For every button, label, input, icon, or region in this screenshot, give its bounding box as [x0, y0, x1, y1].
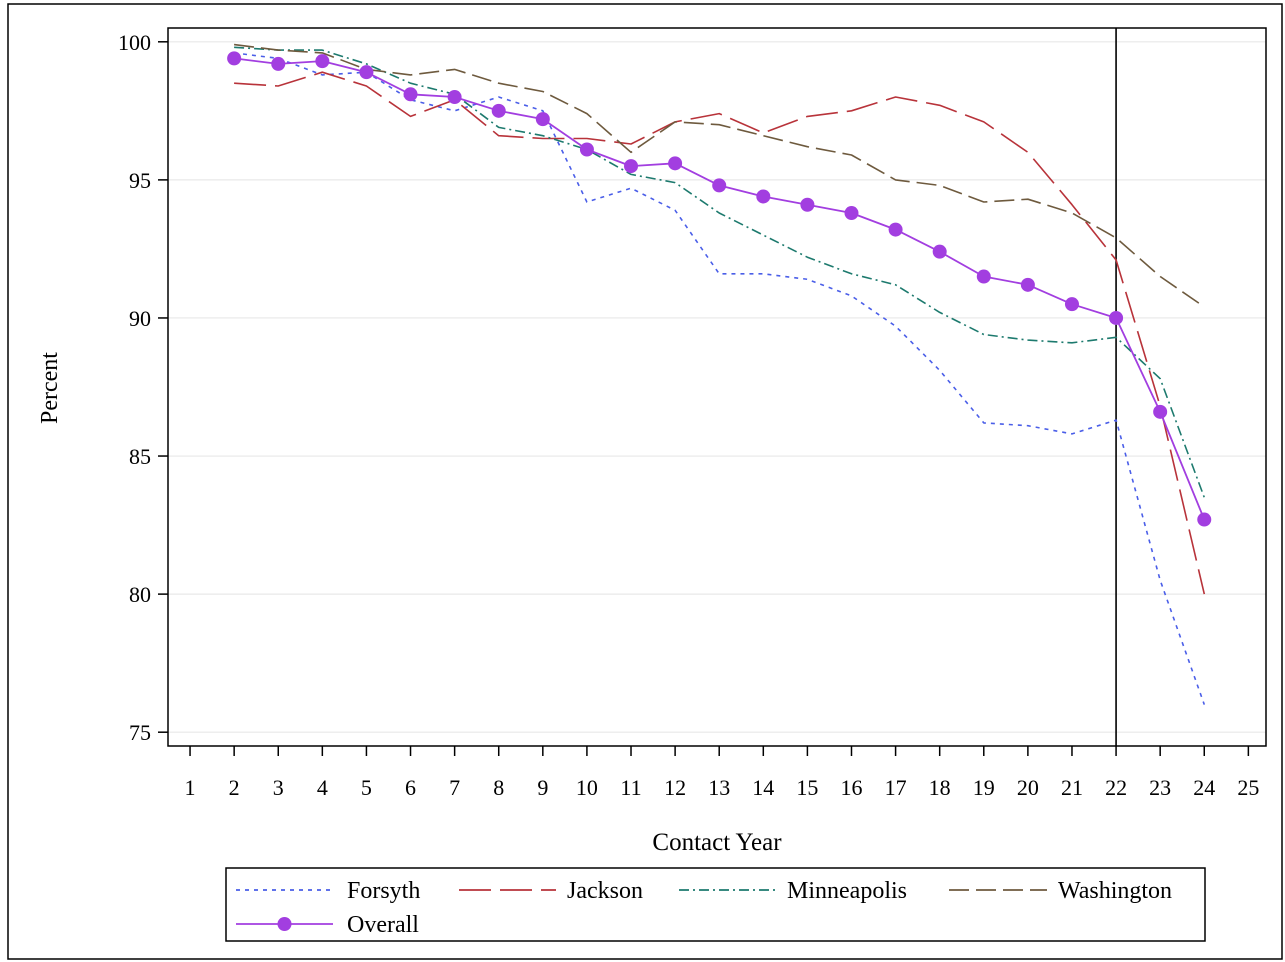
- data-point-overall: [491, 103, 506, 118]
- data-point-overall: [888, 222, 903, 237]
- data-point-overall: [1064, 297, 1079, 312]
- data-point-overall: [1153, 404, 1168, 419]
- outer-border: [7, 3, 1283, 960]
- data-point-overall: [1109, 310, 1124, 325]
- legend-box: [225, 867, 1206, 942]
- y-axis-label: Percent: [37, 352, 63, 424]
- y-tick-label: 95: [129, 168, 151, 193]
- x-tick-label: 25: [1237, 775, 1259, 800]
- series-line-jackson: [234, 71, 1206, 595]
- legend-entry-minneapolis: Minneapolis: [679, 878, 907, 904]
- series-overall: [227, 51, 1212, 527]
- legend-label-washington: Washington: [1058, 878, 1172, 904]
- x-tick-label: 6: [405, 775, 416, 800]
- x-tick-label: 5: [361, 775, 372, 800]
- data-point-overall: [624, 159, 639, 174]
- x-tick-label: 15: [796, 775, 818, 800]
- legend-label-jackson: Jackson: [567, 878, 643, 904]
- data-point-overall: [1197, 512, 1212, 527]
- series-line-washington: [234, 43, 1205, 308]
- data-point-overall: [227, 51, 242, 66]
- x-tick-label: 21: [1061, 775, 1083, 800]
- x-tick-label: 14: [752, 775, 774, 800]
- legend-entry-overall: Overall: [236, 912, 419, 938]
- data-point-overall: [447, 90, 462, 105]
- x-axis-label: Contact Year: [652, 829, 782, 856]
- x-tick-label: 24: [1193, 775, 1215, 800]
- legend-entry-washington: Washington: [949, 878, 1172, 904]
- x-tick-label: 10: [576, 775, 598, 800]
- legend-marker-overall: [277, 917, 292, 931]
- legend-label-forsyth: Forsyth: [347, 878, 420, 904]
- x-tick-label: 2: [229, 775, 240, 800]
- data-point-overall: [800, 197, 815, 212]
- x-tick-label: 4: [317, 775, 328, 800]
- x-axis: 1 2 3 4 5 6 7 8 9 10 11 12 13 14 15 16 17 18 19 20 21 22 23 24 2…: [185, 746, 1259, 800]
- x-tick-label: 19: [973, 775, 995, 800]
- data-point-overall: [579, 142, 594, 157]
- x-tick-label: 18: [929, 775, 951, 800]
- data-point-overall: [271, 56, 286, 71]
- x-tick-label: 22: [1105, 775, 1127, 800]
- data-point-overall: [932, 244, 947, 259]
- y-tick-label: 75: [129, 720, 151, 745]
- x-tick-label: 20: [1017, 775, 1039, 800]
- y-axis: 75 80 85 90 95 100: [118, 30, 168, 745]
- data-point-overall: [976, 269, 991, 284]
- data-point-overall: [844, 206, 859, 221]
- data-point-overall: [756, 189, 771, 204]
- data-point-overall: [1020, 277, 1035, 292]
- x-tick-label: 13: [708, 775, 730, 800]
- legend-label-overall: Overall: [347, 912, 419, 938]
- y-tick-label: 100: [118, 30, 151, 55]
- data-point-overall: [403, 87, 418, 102]
- data-series: [227, 43, 1212, 705]
- x-tick-label: 17: [885, 775, 907, 800]
- y-tick-label: 90: [129, 306, 151, 331]
- y-tick-label: 80: [129, 582, 151, 607]
- legend-label-minneapolis: Minneapolis: [787, 878, 907, 904]
- data-point-overall: [315, 54, 330, 69]
- plot-area-frame: [167, 27, 1267, 747]
- x-tick-label: 8: [493, 775, 504, 800]
- series-line-minneapolis: [234, 46, 1206, 498]
- series-washington: [234, 43, 1205, 308]
- x-tick-label: 1: [185, 775, 196, 800]
- x-tick-label: 9: [537, 775, 548, 800]
- series-minneapolis: [234, 46, 1206, 498]
- x-tick-label: 23: [1149, 775, 1171, 800]
- series-jackson: [234, 71, 1206, 595]
- legend: Forsyth Jackson Minneapolis Washington Overa…: [225, 867, 1206, 942]
- x-tick-label: 12: [664, 775, 686, 800]
- x-tick-label: 7: [449, 775, 460, 800]
- data-point-overall: [712, 178, 727, 193]
- x-tick-label: 11: [620, 775, 641, 800]
- x-tick-label: 3: [273, 775, 284, 800]
- data-point-overall: [535, 112, 550, 127]
- legend-entry-jackson: Jackson: [459, 878, 643, 904]
- y-tick-label: 85: [129, 444, 151, 469]
- x-tick-label: 16: [840, 775, 862, 800]
- data-point-overall: [668, 156, 683, 171]
- legend-entry-forsyth: Forsyth: [236, 878, 420, 904]
- data-point-overall: [359, 65, 374, 80]
